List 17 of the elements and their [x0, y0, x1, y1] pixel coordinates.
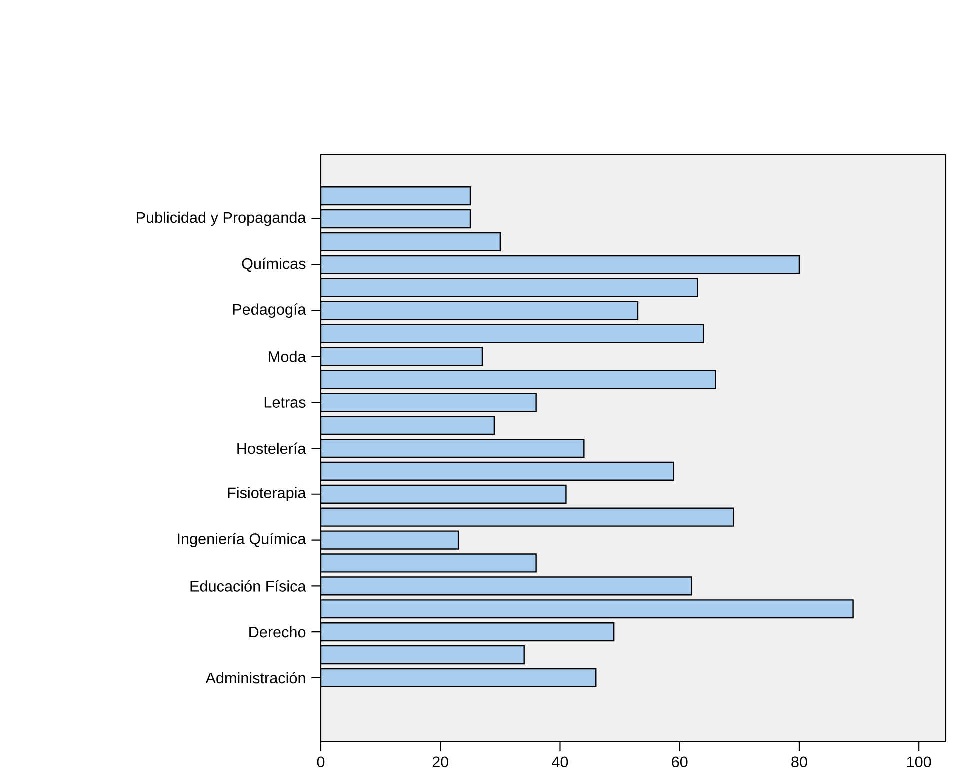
x-tick-label: 100 [907, 756, 932, 768]
x-tick-label: 20 [432, 756, 449, 768]
y-tick-label: Administración [206, 672, 306, 684]
y-tick-label: Letras [264, 397, 306, 408]
x-tick-label: 80 [792, 756, 808, 768]
x-tick-label: 0 [317, 756, 325, 768]
x-tick-label: 40 [552, 756, 568, 768]
y-tick-label: Publicidad y Propaganda [137, 212, 306, 226]
y-tick-label: Fisioterapia [228, 487, 306, 502]
y-tick-label: Hostelería [238, 442, 306, 454]
y-tick-label: Moda [269, 351, 306, 362]
y-tick-label: Educación Física [190, 580, 306, 592]
y-tick-label: Pedagogía [233, 304, 306, 318]
y-tick-label: Derecho [250, 626, 306, 638]
y-tick-label: Químicas [242, 258, 306, 272]
y-tick-label: Ingeniería Química [178, 533, 306, 548]
x-tick-label: 60 [672, 756, 688, 768]
